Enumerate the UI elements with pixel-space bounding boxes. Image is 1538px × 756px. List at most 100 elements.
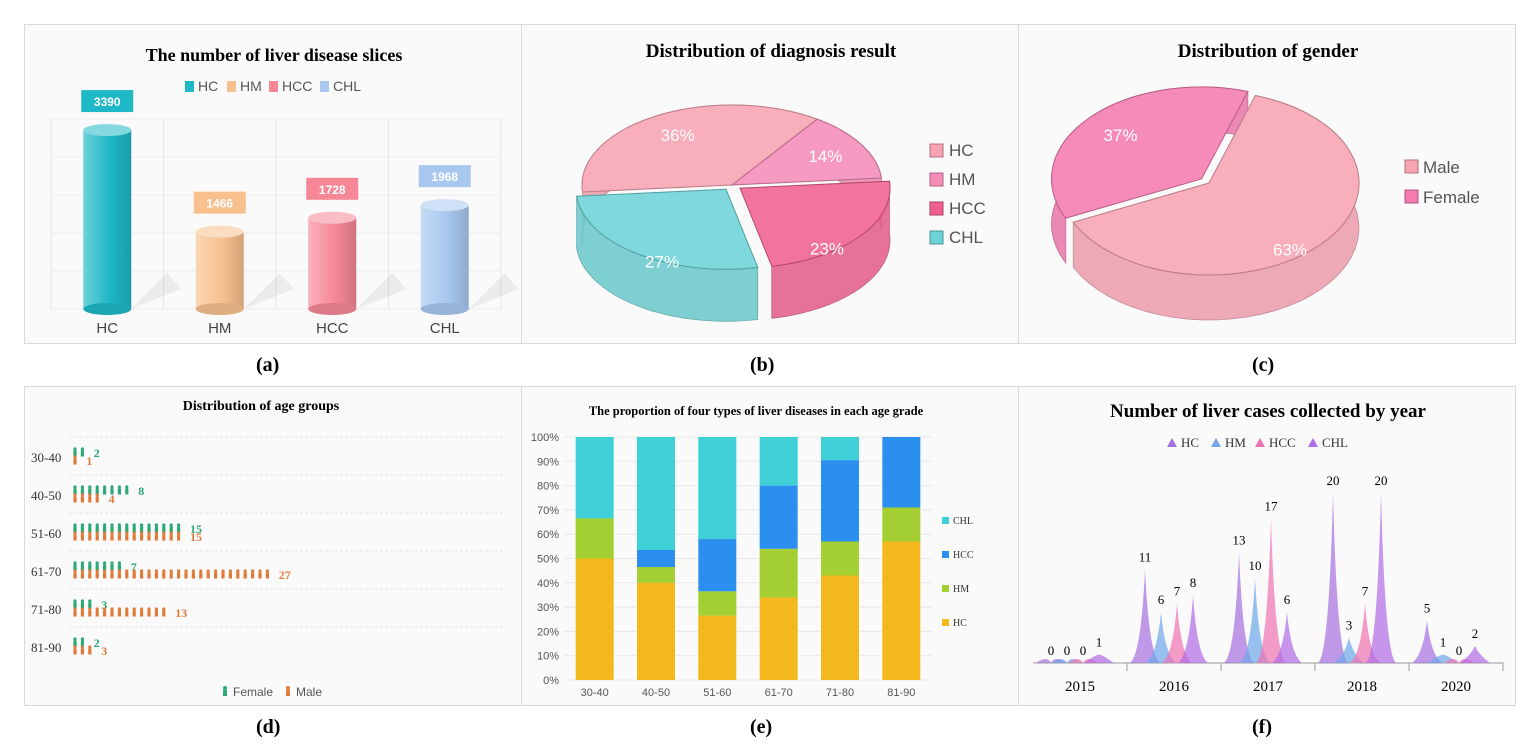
x-tick-label-40-50: 40-50: [642, 687, 670, 699]
y-tick-label: 100%: [531, 432, 559, 444]
chart-c-title: Distribution of gender: [1178, 41, 1359, 62]
bar-hcc-40-50: [637, 549, 675, 568]
pie-b-slice-hc: [581, 104, 819, 193]
data-label-female-30-40: 2: [94, 446, 100, 460]
male-icon: [110, 572, 114, 579]
male-icon: [103, 531, 107, 535]
male-icon: [110, 531, 114, 535]
male-icon: [184, 569, 188, 573]
male-icon: [177, 572, 181, 579]
male-icon: [140, 534, 144, 541]
x-tick-label-chl: CHL: [430, 320, 460, 337]
data-label-hc: 3390: [94, 95, 121, 109]
male-icon: [286, 690, 290, 696]
spike-chl-2017: [1272, 612, 1302, 663]
female-icon: [73, 640, 77, 647]
male-icon: [117, 572, 121, 579]
male-icon: [110, 569, 114, 573]
female-icon: [154, 523, 158, 527]
data-label-hcc-2017: 17: [1265, 499, 1279, 514]
female-icon: [103, 561, 107, 565]
bar-hm-51-60: [698, 591, 737, 616]
female-icon: [103, 485, 107, 489]
male-icon: [88, 569, 92, 573]
legend-swatch-hcc: [942, 551, 949, 558]
spike-hm-2016: [1146, 612, 1176, 663]
male-icon: [125, 572, 129, 579]
male-icon: [73, 455, 77, 459]
legend-label-hc: HC: [198, 78, 218, 94]
legend-swatch-hm: [1211, 438, 1221, 447]
data-label-hm-2016: 6: [1158, 592, 1165, 607]
male-icon: [154, 531, 158, 535]
bar-hm-81-90: [882, 507, 921, 542]
male-icon: [191, 569, 195, 573]
data-label-hm-2017: 10: [1249, 558, 1262, 573]
female-icon: [73, 637, 77, 641]
female-icon: [88, 488, 92, 495]
male-icon: [110, 610, 114, 617]
bar-hcc-61-70: [759, 485, 798, 549]
male-icon: [132, 607, 136, 611]
female-icon: [110, 561, 114, 565]
y-tick-label: 90%: [537, 456, 559, 468]
female-icon: [110, 526, 114, 533]
male-icon: [80, 607, 84, 611]
female-icon: [80, 485, 84, 489]
pie-c-slice-female: [1051, 86, 1249, 219]
female-icon: [117, 488, 121, 495]
female-icon: [162, 523, 166, 527]
male-icon: [88, 572, 92, 579]
data-label-hm: 1466: [206, 197, 233, 211]
chart-f-title: Number of liver cases collected by year: [1110, 401, 1426, 422]
male-icon: [103, 610, 107, 617]
female-icon: [95, 561, 99, 565]
female-icon: [147, 526, 151, 533]
legend-label-hc: HC: [953, 618, 967, 629]
female-icon: [177, 523, 181, 527]
female-icon: [80, 602, 84, 609]
female-icon: [88, 485, 92, 489]
male-icon: [88, 496, 92, 503]
male-icon: [228, 572, 232, 579]
bar-hm-30-40: [575, 518, 614, 559]
legend-label-hcc: HCC: [949, 199, 986, 218]
y-tick-label: 50%: [537, 554, 559, 566]
data-label-male-71-80: 13: [175, 606, 187, 620]
male-icon: [80, 569, 84, 573]
bar-base-hcc: [308, 303, 357, 315]
male-icon: [258, 572, 262, 579]
male-icon: [125, 610, 129, 617]
bar-hc-51-60: [698, 615, 737, 680]
male-icon: [154, 607, 158, 611]
bar-hcc-51-60: [698, 539, 737, 592]
x-tick-label-2020: 2020: [1441, 679, 1471, 695]
male-icon: [221, 572, 225, 579]
data-label-chl-2015: 1: [1096, 635, 1103, 650]
legend-label-hc: HC: [1181, 435, 1199, 450]
male-icon: [117, 610, 121, 617]
male-icon: [251, 569, 255, 573]
data-label-female-51-60: 15: [190, 522, 202, 536]
female-icon: [88, 564, 92, 571]
female-icon: [132, 523, 136, 527]
caption-d: (d): [256, 716, 281, 738]
pie-b-value-label-chl: 27%: [645, 253, 679, 272]
data-label-hcc-2016: 7: [1174, 584, 1181, 599]
legend-swatch-hm: [929, 172, 944, 187]
female-icon: [125, 485, 129, 489]
male-icon: [147, 572, 151, 579]
male-icon: [243, 572, 247, 579]
female-icon: [80, 447, 84, 451]
male-icon: [88, 493, 92, 497]
female-icon: [117, 523, 121, 527]
legend-label-hcc: HCC: [282, 78, 312, 94]
x-tick-label-hm: HM: [208, 320, 231, 337]
legend-label-hcc: HCC: [953, 550, 974, 561]
y-tick-label-81-90: 81-90: [31, 640, 61, 655]
male-icon: [95, 572, 99, 579]
female-icon: [125, 488, 129, 495]
male-icon: [73, 534, 77, 541]
female-icon: [110, 488, 114, 495]
